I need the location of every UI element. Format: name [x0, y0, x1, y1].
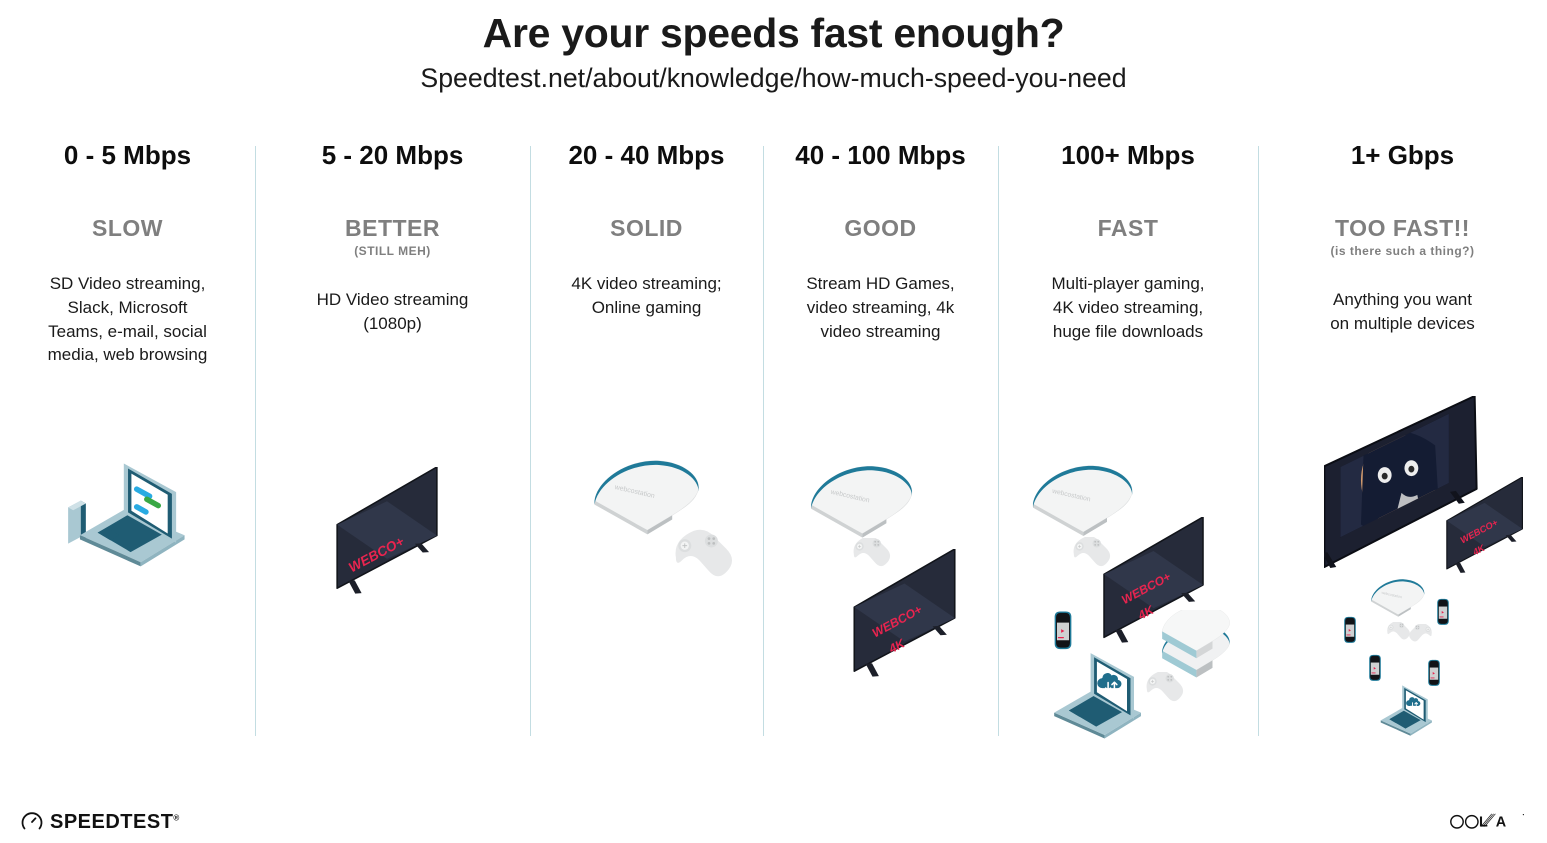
- svg-text:L: L: [1479, 815, 1488, 831]
- svg-text:A: A: [1496, 815, 1507, 831]
